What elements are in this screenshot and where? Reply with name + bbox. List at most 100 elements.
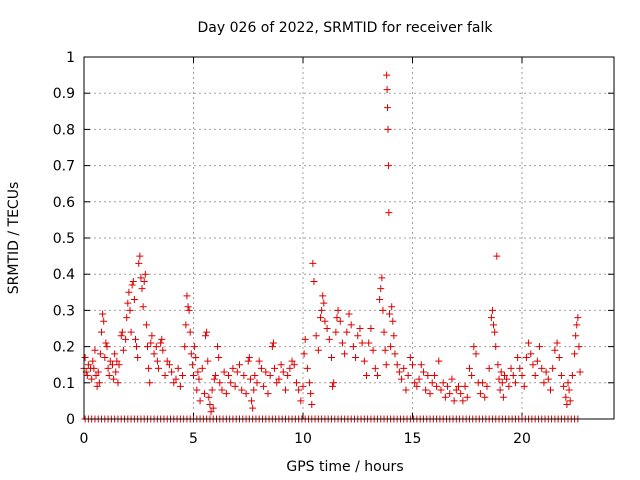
data-point xyxy=(306,379,314,387)
data-point xyxy=(382,361,390,369)
data-point xyxy=(104,364,112,372)
data-point xyxy=(491,328,499,336)
data-point xyxy=(170,379,178,387)
data-point xyxy=(555,353,563,361)
data-point xyxy=(165,361,173,369)
y-tick-label: 0.7 xyxy=(53,159,75,175)
data-point xyxy=(123,314,131,322)
data-point xyxy=(136,252,144,260)
data-point xyxy=(198,364,206,372)
data-point xyxy=(321,317,329,325)
data-point xyxy=(288,357,296,365)
data-point xyxy=(145,364,153,372)
data-point xyxy=(336,317,344,325)
data-point xyxy=(376,296,384,304)
data-point xyxy=(529,361,537,369)
data-point xyxy=(575,343,583,351)
data-point xyxy=(222,390,230,398)
data-point xyxy=(457,390,465,398)
data-point xyxy=(472,350,480,358)
data-point xyxy=(129,277,137,285)
data-point xyxy=(138,285,146,293)
data-point xyxy=(185,306,193,314)
data-point xyxy=(125,288,133,296)
data-point xyxy=(415,375,423,383)
data-point xyxy=(360,357,368,365)
data-point xyxy=(536,343,544,351)
data-point xyxy=(507,364,515,372)
data-point xyxy=(84,361,92,369)
data-point xyxy=(273,379,281,387)
data-point xyxy=(483,382,491,390)
data-point xyxy=(509,372,517,380)
data-point xyxy=(146,379,154,387)
data-point xyxy=(229,364,237,372)
data-point xyxy=(571,350,579,358)
data-point xyxy=(437,386,445,394)
data-point xyxy=(147,339,155,347)
data-point xyxy=(174,364,182,372)
data-point xyxy=(497,368,505,376)
data-point xyxy=(264,390,272,398)
data-point xyxy=(90,364,98,372)
data-point xyxy=(154,364,162,372)
data-point xyxy=(411,379,419,387)
data-point xyxy=(249,404,257,412)
data-point xyxy=(439,379,447,387)
data-point xyxy=(115,361,123,369)
data-point xyxy=(152,343,160,351)
data-point xyxy=(297,397,305,405)
data-point xyxy=(354,332,362,340)
data-point xyxy=(367,325,375,332)
data-point xyxy=(522,353,530,361)
data-point xyxy=(409,361,417,369)
data-point xyxy=(93,382,101,390)
data-point xyxy=(186,328,194,336)
data-point xyxy=(435,357,443,365)
data-point xyxy=(533,357,541,365)
data-point xyxy=(563,401,571,409)
data-point xyxy=(83,372,91,380)
data-point xyxy=(161,372,169,380)
data-point xyxy=(242,390,250,398)
data-point xyxy=(122,335,130,343)
data-point xyxy=(349,343,357,351)
data-point xyxy=(320,299,328,307)
data-point xyxy=(573,321,581,329)
data-point xyxy=(383,86,391,94)
data-point xyxy=(303,364,311,372)
data-points xyxy=(80,71,584,423)
data-point xyxy=(479,379,487,387)
data-point xyxy=(493,252,501,260)
data-point xyxy=(378,274,386,282)
data-point xyxy=(398,375,406,383)
data-point xyxy=(195,375,203,383)
data-point xyxy=(503,375,511,383)
data-point xyxy=(470,343,478,351)
data-point xyxy=(566,397,574,405)
data-point xyxy=(562,393,570,401)
data-point xyxy=(257,364,265,372)
data-point xyxy=(546,386,554,394)
data-point xyxy=(113,357,121,365)
data-point xyxy=(500,372,508,380)
data-point xyxy=(208,386,216,394)
data-point xyxy=(134,353,142,361)
data-point xyxy=(329,382,337,390)
chart-title: Day 026 of 2022, SRMTID for receiver fal… xyxy=(198,20,494,36)
data-point xyxy=(345,310,353,318)
data-point xyxy=(481,393,489,401)
data-point xyxy=(275,375,283,383)
data-point xyxy=(476,390,484,398)
data-point xyxy=(233,368,241,376)
data-point xyxy=(216,379,224,387)
data-point xyxy=(106,357,114,365)
data-point xyxy=(395,368,403,376)
data-point xyxy=(255,357,263,365)
data-point xyxy=(204,357,212,365)
data-point xyxy=(137,274,145,282)
data-point xyxy=(295,386,303,394)
data-point xyxy=(384,104,392,112)
data-point xyxy=(260,382,268,390)
